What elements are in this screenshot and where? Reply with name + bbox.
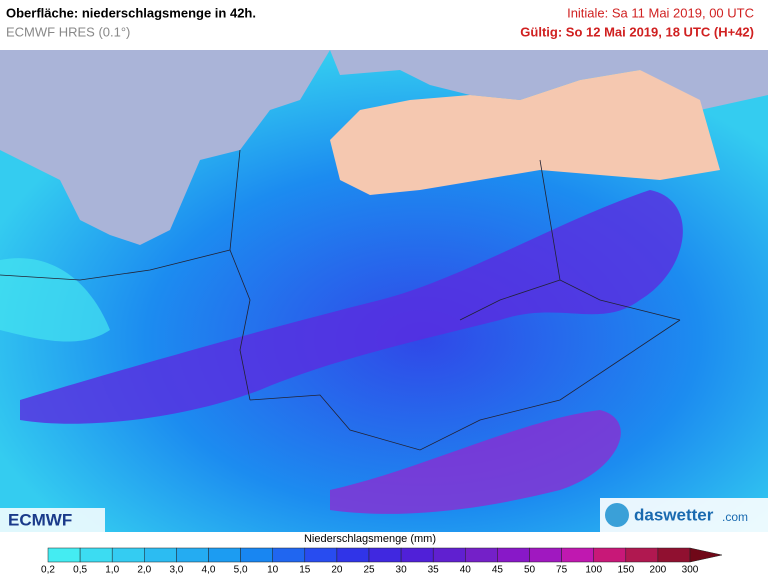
color-swatch [593, 547, 627, 563]
color-swatch [368, 547, 402, 563]
color-arrow [689, 547, 723, 563]
color-swatch [208, 547, 241, 563]
heavy-rain-band [20, 190, 683, 424]
legend-tick-label: 300 [682, 565, 699, 576]
color-swatch [111, 547, 145, 563]
color-swatch [657, 547, 691, 563]
legend-tick-label: 75 [556, 565, 568, 576]
color-swatch [79, 547, 113, 563]
color-swatch [625, 547, 659, 563]
legend-title: Niederschlagsmenge (mm) [304, 533, 436, 545]
model-name: ECMWF HRES (0.1°) [6, 24, 130, 39]
legend-tick-label: 45 [492, 565, 504, 576]
legend-tick-label: 0,2 [41, 565, 55, 576]
legend-tick-label: 35 [428, 565, 440, 576]
color-swatch [240, 547, 273, 563]
heavy-rain-south [330, 410, 621, 514]
color-swatch [465, 547, 498, 563]
color-swatch [529, 547, 562, 563]
legend-tick-label: 10 [267, 565, 279, 576]
valid-time: Gültig: So 12 Mai 2019, 18 UTC (H+42) [520, 24, 754, 39]
legend-tick-label: 20 [331, 565, 343, 576]
color-swatch [497, 547, 530, 563]
map [0, 50, 768, 532]
color-swatch [561, 547, 594, 563]
legend-tick-label: 5,0 [234, 565, 248, 576]
legend-tick-label: 2,0 [137, 565, 151, 576]
color-swatch [272, 547, 306, 563]
dry-land [330, 70, 720, 195]
daswetter-suffix: .com [722, 510, 748, 524]
light-rain-west [0, 258, 110, 342]
color-swatch [400, 547, 434, 563]
legend-tick-label: 1,0 [105, 565, 119, 576]
colorbar: 0,2 0,5 1,0 2,0 3,0 4,0 5,0 10 15 20 25 30 35 40 45 50 7… [41, 547, 723, 576]
legend-tick-label: 4,0 [202, 565, 216, 576]
color-swatch [47, 547, 81, 563]
legend-tick-label: 200 [650, 565, 667, 576]
legend-tick-label: 100 [585, 565, 602, 576]
color-swatch [304, 547, 338, 563]
borders [0, 149, 681, 451]
daswetter-icon [605, 503, 629, 527]
color-swatch [432, 547, 466, 563]
daswetter-logo: daswetter [634, 505, 714, 524]
color-swatch [176, 547, 209, 563]
color-swatch [336, 547, 370, 563]
legend-tick-label: 150 [617, 565, 634, 576]
sea [0, 50, 768, 245]
ecmwf-logo-box [0, 508, 105, 532]
legend-tick-label: 50 [524, 565, 536, 576]
legend-tick-label: 3,0 [169, 565, 183, 576]
initial-time: Initiale: Sa 11 Mai 2019, 00 UTC [567, 5, 754, 20]
header-background [0, 0, 768, 50]
legend-tick-label: 0,5 [73, 565, 87, 576]
legend-tick-label: 15 [299, 565, 311, 576]
color-swatch [144, 547, 177, 563]
legend-tick-label: 25 [363, 565, 375, 576]
legend-tick-label: 40 [460, 565, 472, 576]
ecmwf-logo: ECMWF [8, 510, 72, 529]
map-title: Oberfläche: niederschlagsmenge in 42h. [6, 5, 256, 20]
legend-tick-label: 30 [396, 565, 408, 576]
